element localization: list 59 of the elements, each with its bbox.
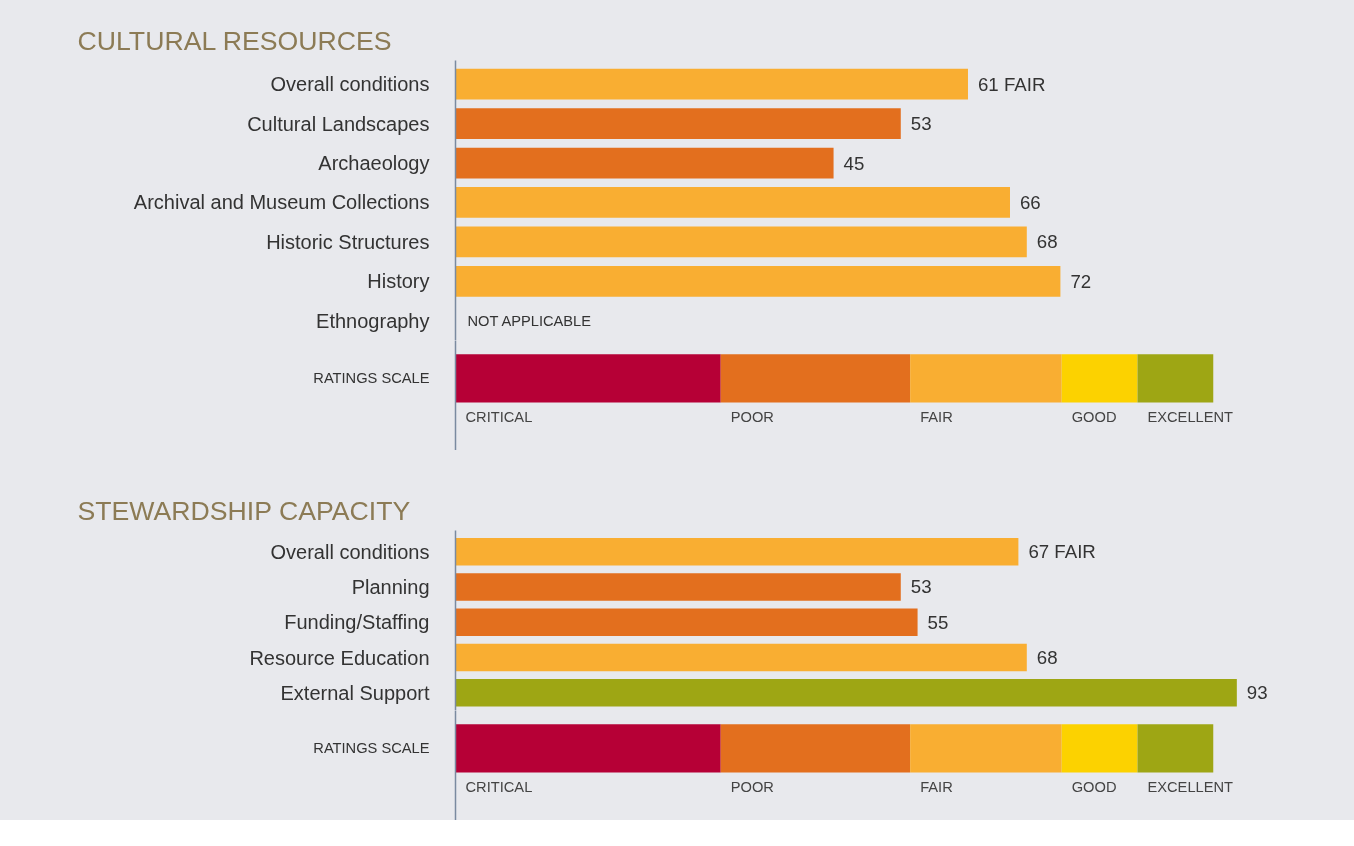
data-label: 53 bbox=[910, 113, 932, 135]
y-tick-label: Cultural Landscapes bbox=[247, 112, 430, 135]
bar bbox=[455, 187, 1010, 218]
y-tick-label: RATINGS SCALE bbox=[313, 740, 430, 757]
text: NOT APPLICABLE bbox=[467, 312, 592, 329]
bar bbox=[910, 354, 1062, 403]
data-label: 45 bbox=[843, 152, 865, 174]
y-tick-label: External Support bbox=[280, 681, 430, 704]
y-tick-label: Funding/Staffing bbox=[284, 611, 430, 634]
bar bbox=[455, 724, 721, 773]
bar bbox=[455, 265, 1061, 297]
y-tick-label: Overall conditions bbox=[270, 73, 430, 96]
series-label: CRITICAL bbox=[465, 409, 533, 426]
y-tick-label: Resource Education bbox=[249, 646, 430, 669]
bar bbox=[455, 226, 1027, 258]
bar bbox=[1137, 724, 1214, 773]
bar bbox=[720, 724, 911, 773]
y-tick-label: RATINGS SCALE bbox=[313, 370, 430, 387]
data-label: 72 bbox=[1070, 270, 1092, 292]
y-tick-label: Archival and Museum Collections bbox=[133, 191, 430, 214]
bar bbox=[720, 354, 911, 403]
series-label: POOR bbox=[730, 779, 774, 796]
series-label: FAIR bbox=[920, 409, 953, 426]
bar bbox=[1061, 724, 1138, 773]
bar bbox=[455, 147, 834, 179]
series-label: EXCELLENT bbox=[1147, 409, 1234, 426]
y-tick-label: History bbox=[367, 270, 430, 293]
series-label: EXCELLENT bbox=[1147, 779, 1234, 796]
bar bbox=[455, 573, 901, 601]
data-label: 55 bbox=[927, 611, 949, 633]
bar bbox=[455, 354, 721, 403]
chart-title: STEWARDSHIP CAPACITY bbox=[77, 495, 411, 526]
bar bbox=[455, 537, 1019, 566]
bar bbox=[455, 643, 1027, 672]
series-label: GOOD bbox=[1071, 409, 1117, 426]
y-tick-label: Overall conditions bbox=[270, 540, 430, 563]
y-tick-label: Planning bbox=[351, 575, 430, 598]
bar bbox=[455, 108, 901, 139]
bar bbox=[455, 679, 1237, 707]
text: CULTURAL RESOURCES bbox=[77, 25, 392, 56]
bar bbox=[910, 724, 1062, 773]
data-label: 67 FAIR bbox=[1028, 541, 1096, 563]
series-label: POOR bbox=[730, 409, 774, 426]
series-label: CRITICAL bbox=[465, 779, 533, 796]
data-label: 61 FAIR bbox=[977, 73, 1046, 95]
y-tick-label: Ethnography bbox=[316, 309, 430, 332]
data-label: 53 bbox=[910, 576, 932, 598]
bar bbox=[455, 608, 918, 637]
bar bbox=[1137, 354, 1214, 403]
y-tick-label: Archaeology bbox=[318, 152, 430, 175]
bar bbox=[1061, 354, 1138, 403]
bar bbox=[455, 68, 968, 100]
data-label: 68 bbox=[1036, 231, 1058, 253]
y-tick-label: Historic Structures bbox=[266, 230, 430, 253]
series-label: GOOD bbox=[1071, 779, 1117, 796]
data-label: 93 bbox=[1246, 682, 1268, 704]
data-label: 68 bbox=[1036, 647, 1058, 669]
data-label: 66 bbox=[1019, 191, 1041, 213]
series-label: FAIR bbox=[920, 779, 953, 796]
